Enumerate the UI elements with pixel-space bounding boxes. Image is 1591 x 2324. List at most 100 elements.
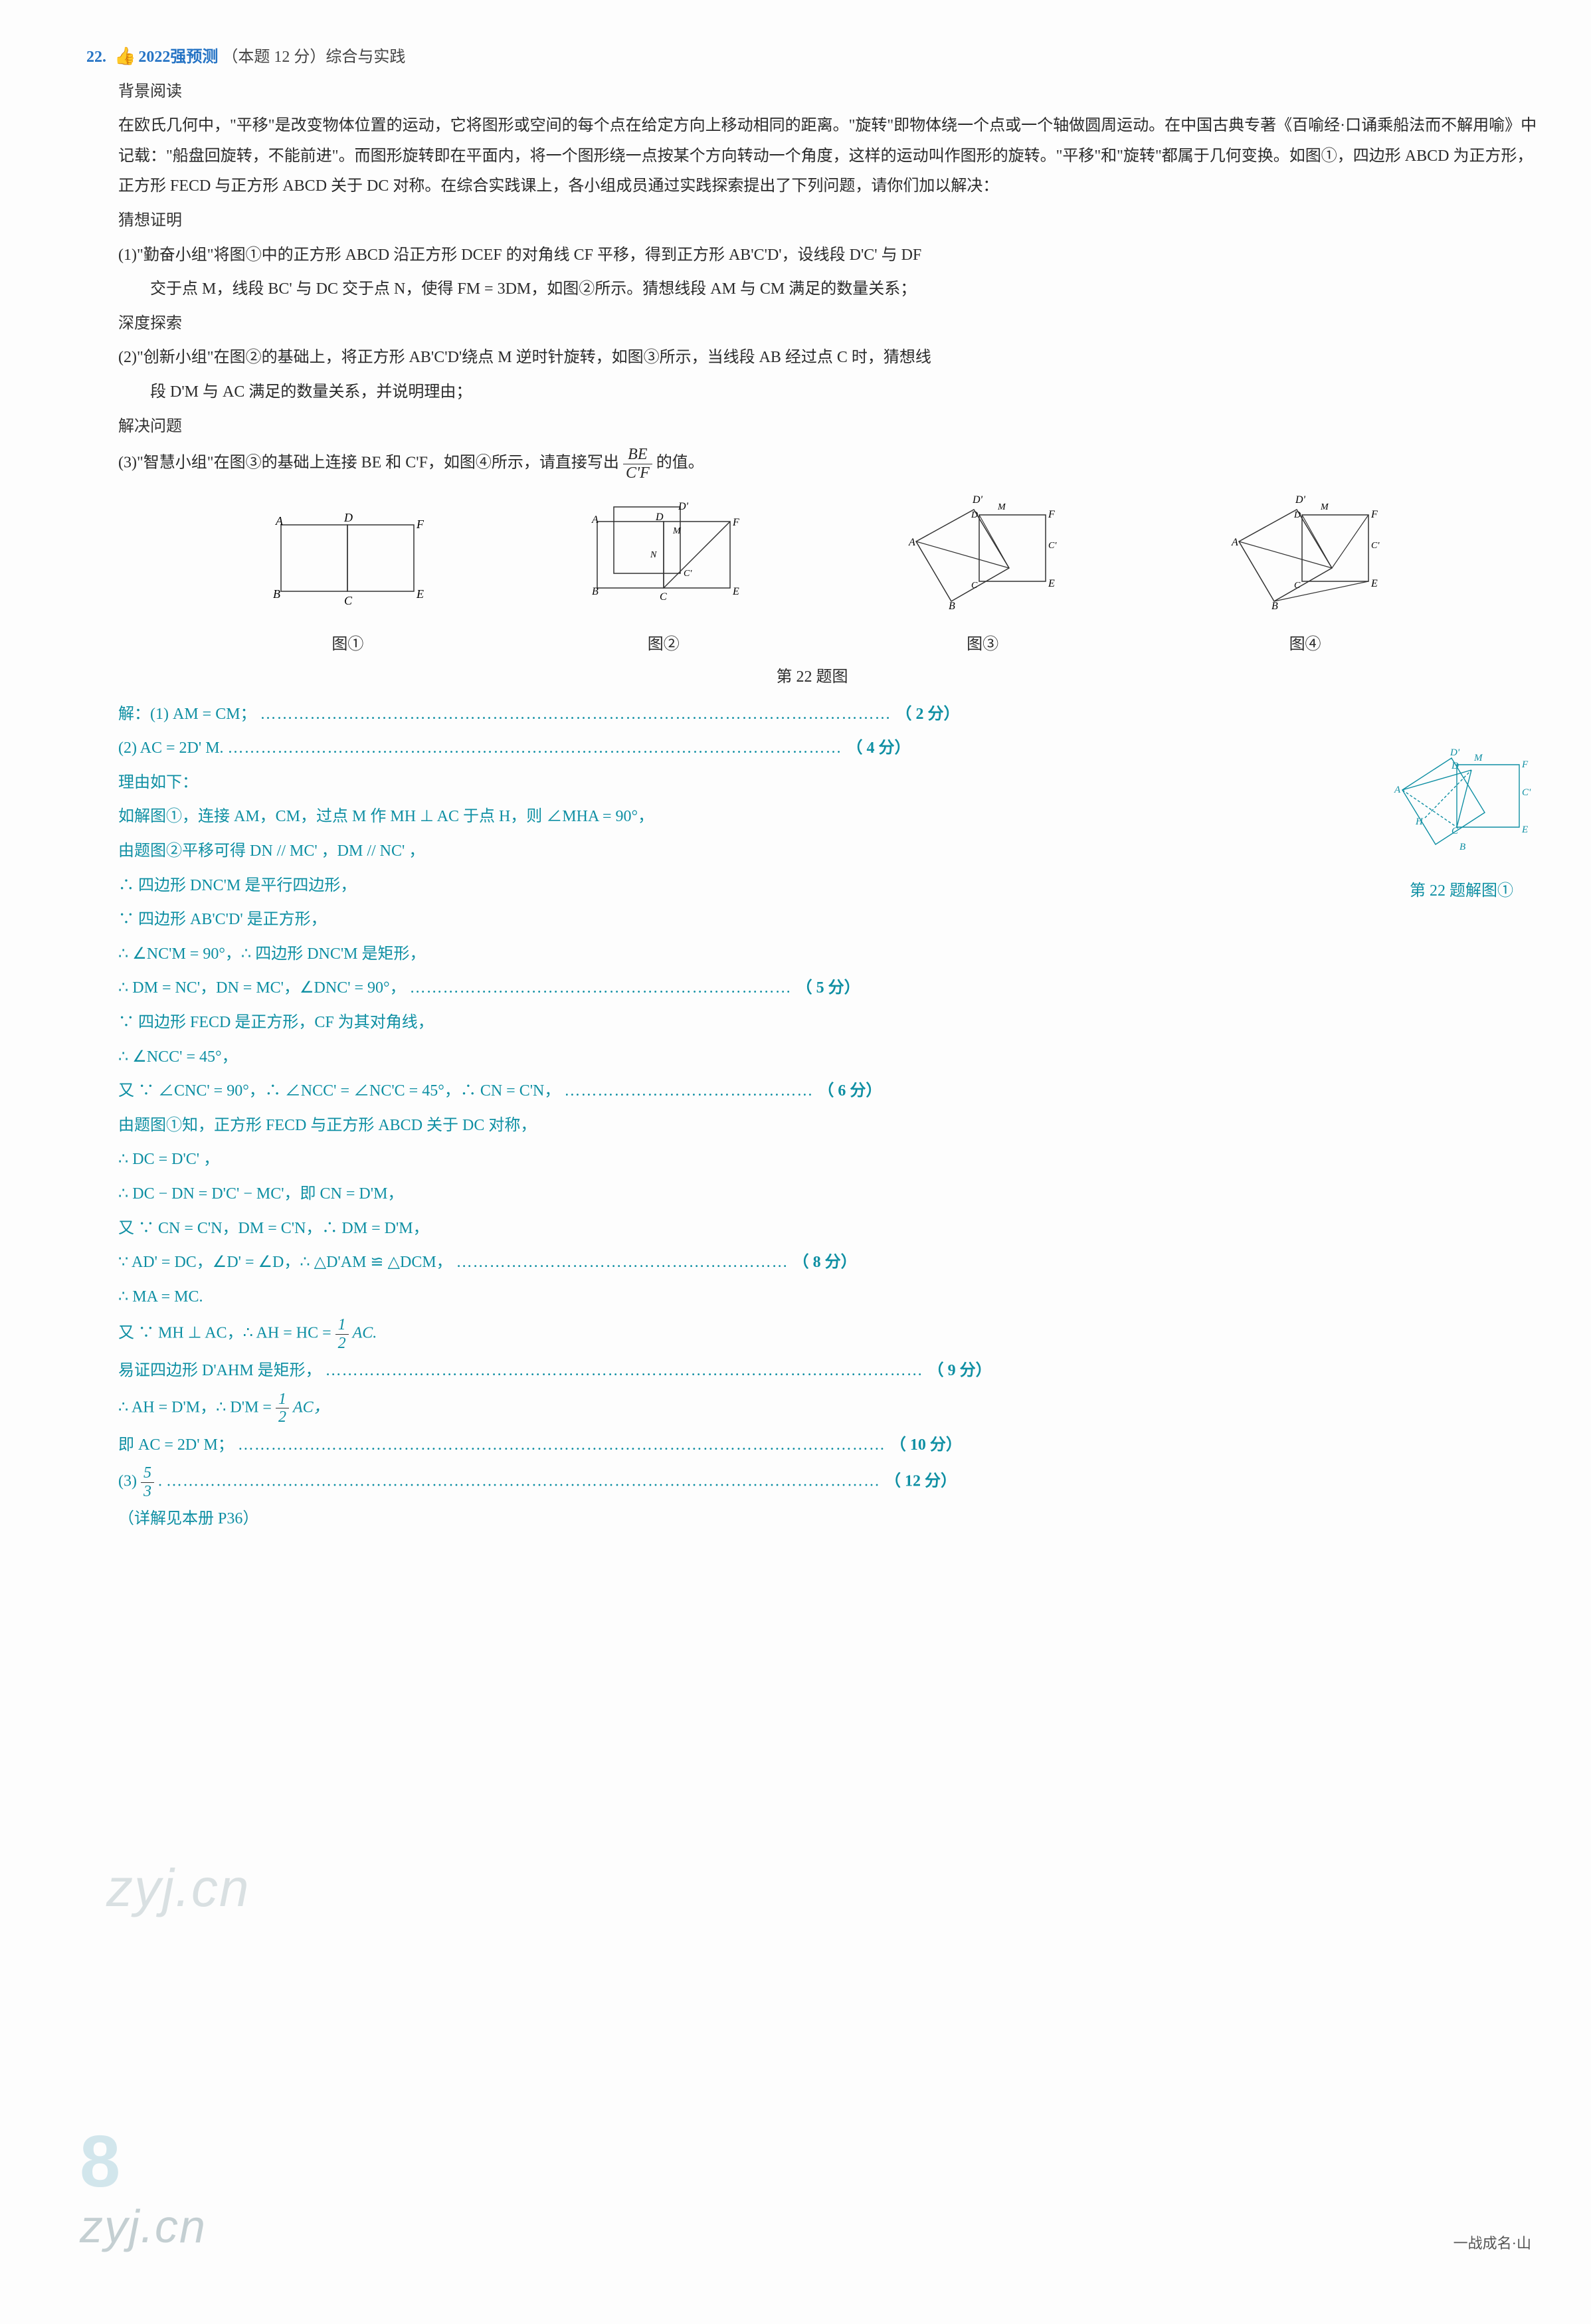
header-guess: 猜想证明 <box>86 206 1538 237</box>
figure-1: A D F B C E 图① <box>261 508 434 660</box>
part3-line: (3)"智慧小组"在图③的基础上连接 BE 和 C'F，如图④所示，请直接写出 … <box>86 446 1538 482</box>
sol-line-9: ∵ 四边形 FECD 是正方形，CF 为其对角线， <box>118 1008 1538 1038</box>
part3-text-b: 的值。 <box>656 454 704 472</box>
sol-line-5: ∴ 四边形 DNC'M 是平行四边形， <box>118 871 1538 902</box>
svg-text:D: D <box>655 512 664 523</box>
sol-line-21: 即 AC = 2D' M； ……………………………………………………………………… <box>118 1430 1538 1461</box>
svg-text:D': D' <box>1295 495 1306 506</box>
sol-line-2: 理由如下： <box>118 768 1538 799</box>
fig1-caption: 图① <box>261 630 434 660</box>
svg-text:B: B <box>592 586 599 597</box>
main-fig-caption: 第 22 题图 <box>86 662 1538 693</box>
fig2-caption: 图② <box>577 630 750 660</box>
svg-text:D': D' <box>1450 747 1460 758</box>
pts-5: （ 5 分） <box>796 979 860 997</box>
sol-line-15: 又 ∵ CN = C'N，DM = C'N，∴ DM = D'M， <box>118 1214 1538 1244</box>
part2-line1: (2)"创新小组"在图②的基础上，将正方形 AB'C'D'绕点 M 逆时针旋转，… <box>86 343 1538 373</box>
svg-text:H: H <box>1415 817 1424 827</box>
svg-text:E: E <box>416 587 424 601</box>
sol-line-14: ∴ DC − DN = D'C' − MC'，即 CN = D'M， <box>118 1179 1538 1210</box>
sol-line-0: 解：(1) AM = CM； …………………………………………………………………… <box>118 700 1538 730</box>
header-background: 背景阅读 <box>86 77 1538 108</box>
frac-half-2: 1 2 <box>276 1391 289 1426</box>
sol-line-16: ∵ AD' = DC，∠D' = ∠D，∴ △D'AM ≌ △DCM， …………… <box>118 1248 1538 1278</box>
svg-text:D': D' <box>972 495 983 506</box>
pts-10: （ 10 分） <box>890 1436 962 1454</box>
sol-line-18: 又 ∵ MH ⊥ AC，∴ AH = HC = 1 2 AC. <box>118 1316 1538 1352</box>
figure-3: D' M F D A C' E C B 图③ <box>893 495 1072 660</box>
svg-text:F: F <box>1521 759 1529 770</box>
svg-text:F: F <box>1048 509 1055 520</box>
sol-line-13: ∴ DC = D'C' ， <box>118 1145 1538 1175</box>
sol-line-7: ∴ ∠NC'M = 90°，∴ 四边形 DNC'M 是矩形， <box>118 939 1538 970</box>
sol-line-20: ∴ AH = D'M，∴ D'M = 1 2 AC， <box>118 1391 1538 1426</box>
sol-line-8: ∴ DM = NC'，DN = MC'，∠DNC' = 90°， …………………… <box>118 973 1538 1004</box>
svg-text:A: A <box>275 514 284 528</box>
svg-text:F: F <box>416 518 424 531</box>
sol-line-3: 如解图①，连接 AM，CM，过点 M 作 MH ⊥ AC 于点 H，则 ∠MHA… <box>118 802 1538 832</box>
svg-text:D: D <box>1451 761 1459 771</box>
svg-text:E: E <box>732 586 739 597</box>
tag-2022: 2022强预测 <box>138 48 218 66</box>
question-header: 22. 👍2022强预测 （本题 12 分）综合与实践 <box>86 40 1538 73</box>
sol-line-17: ∴ MA = MC. <box>118 1282 1538 1313</box>
figure-row: A D F B C E 图① A D D' F M N C' B C E 图② <box>118 495 1538 660</box>
svg-text:C: C <box>660 591 667 603</box>
svg-text:C: C <box>971 581 978 591</box>
svg-text:B: B <box>949 601 955 612</box>
sol-line-1: (2) AC = 2D' M. ………………………………………………………………… <box>118 733 1538 764</box>
solution-block: D'MF D AC' HC EB 第 22 题解图① 解：(1) AM = CM… <box>118 700 1538 1535</box>
pts-9: （ 9 分） <box>928 1362 992 1379</box>
svg-text:B: B <box>1459 842 1465 852</box>
svg-text:C: C <box>1451 826 1459 836</box>
pts-4: （ 4 分） <box>847 739 911 757</box>
svg-text:C': C' <box>1048 541 1057 551</box>
pts-12: （ 12 分） <box>885 1473 957 1490</box>
svg-text:C': C' <box>684 569 692 579</box>
fig4-caption: 图④ <box>1216 630 1395 660</box>
sol-line-11: 又 ∵ ∠CNC' = 90°，∴ ∠NCC' = ∠NC'C = 45°，∴ … <box>118 1076 1538 1107</box>
background-text: 在欧氏几何中，"平移"是改变物体位置的运动，它将图形或空间的每个点在给定方向上移… <box>86 111 1538 202</box>
svg-text:D: D <box>971 510 978 520</box>
part2-line2: 段 D'M 与 AC 满足的数量关系，并说明理由； <box>86 377 1538 408</box>
sol-line-10: ∴ ∠NCC' = 45°， <box>118 1042 1538 1073</box>
question-number: 22. <box>86 48 106 66</box>
svg-text:B: B <box>1271 601 1278 612</box>
sol-line-23: （详解见本册 P36） <box>118 1504 1538 1535</box>
sol-line-22: (3) 5 3 . ………………………………………………………………………………… <box>118 1464 1538 1500</box>
svg-text:C: C <box>1294 581 1301 591</box>
svg-text:M: M <box>997 502 1006 512</box>
svg-text:M: M <box>1473 753 1483 763</box>
sol-line-4: 由题图②平移可得 DN // MC' ，DM // NC' ， <box>118 836 1538 867</box>
svg-text:F: F <box>1370 509 1378 520</box>
question-subtitle: （本题 12 分）综合与实践 <box>222 48 405 66</box>
svg-text:D: D <box>1293 510 1301 520</box>
pts-2: （ 2 分） <box>896 706 960 723</box>
footer-text: 一战成名·山 <box>1453 2230 1531 2258</box>
frac-half-1: 1 2 <box>335 1316 349 1352</box>
frac-be-cf: BE C'F <box>623 446 652 482</box>
watermark-bottom: zyj.cn <box>80 2182 207 2271</box>
header-deep: 深度探索 <box>86 309 1538 339</box>
part3-text-a: (3)"智慧小组"在图③的基础上连接 BE 和 C'F，如图④所示，请直接写出 <box>118 454 619 472</box>
svg-text:E: E <box>1521 824 1528 835</box>
frac-num: BE <box>623 446 652 464</box>
svg-text:B: B <box>273 587 280 601</box>
part1-line1: (1)"勤奋小组"将图①中的正方形 ABCD 沿正方形 DCEF 的对角线 CF… <box>86 241 1538 271</box>
svg-text:D': D' <box>678 502 689 512</box>
svg-text:M: M <box>672 526 682 536</box>
svg-text:M: M <box>1320 502 1329 512</box>
svg-text:E: E <box>1370 578 1378 589</box>
svg-text:D: D <box>343 511 353 524</box>
frac-den: C'F <box>623 464 652 482</box>
solution-fig-caption: 第 22 题解图① <box>1385 876 1538 907</box>
svg-text:A: A <box>591 514 599 526</box>
sol-line-12: 由题图①知，正方形 FECD 与正方形 ABCD 关于 DC 对称， <box>118 1111 1538 1141</box>
figure-2: A D D' F M N C' B C E 图② <box>577 502 750 660</box>
thumbs-icon: 👍 <box>114 47 136 66</box>
svg-text:N: N <box>650 550 657 560</box>
svg-text:F: F <box>732 517 739 528</box>
pts-8: （ 8 分） <box>793 1254 857 1271</box>
svg-text:C': C' <box>1522 787 1531 798</box>
svg-text:A: A <box>908 537 915 548</box>
